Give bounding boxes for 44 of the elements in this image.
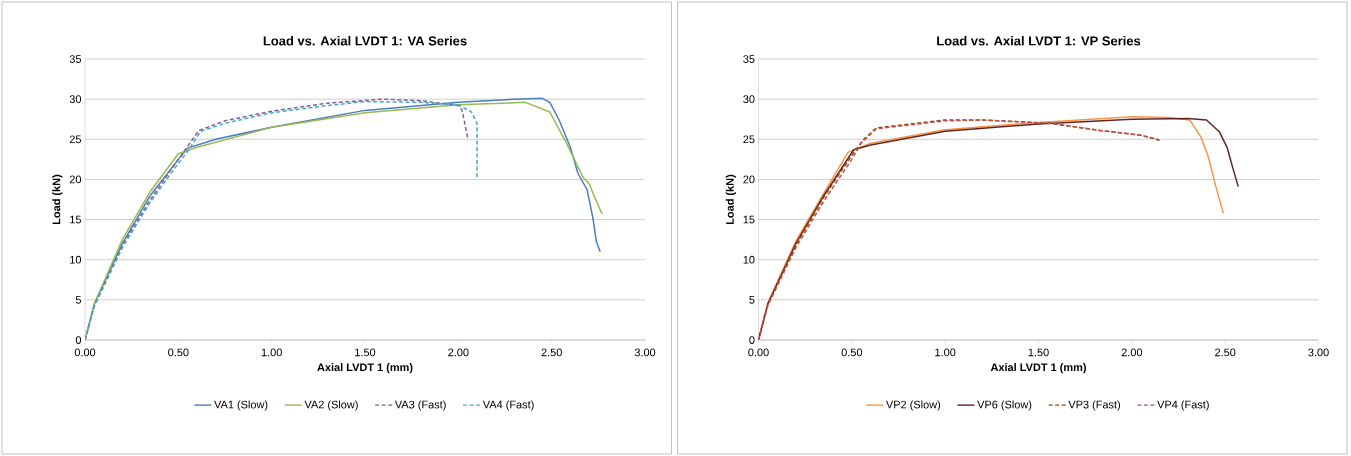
x-tick-label: 2.50 — [1215, 348, 1236, 357]
legend-label: VA2 (Slow) — [304, 400, 358, 411]
x-tick-label: 2.50 — [541, 348, 562, 357]
y-tick-label: 20 — [743, 175, 755, 184]
y-axis-title: Load (kN) — [725, 174, 736, 225]
legend-label: VP6 (Slow) — [977, 400, 1032, 411]
y-tick-label: 35 — [69, 55, 82, 63]
y-tick-label: 25 — [69, 135, 82, 144]
legend-label: VA4 (Fast) — [482, 400, 534, 411]
x-tick-label: 1.50 — [355, 348, 376, 357]
x-tick-label: 2.00 — [448, 348, 469, 357]
x-tick-label: 0.00 — [74, 348, 96, 357]
x-tick-label: 2.00 — [1121, 348, 1143, 357]
legend-label: VP2 (Slow) — [885, 400, 941, 411]
x-axis-title: Axial LVDT 1 (mm) — [990, 363, 1086, 374]
x-tick-label: 1.50 — [1028, 348, 1049, 357]
x-tick-label: 3.00 — [634, 348, 656, 357]
x-tick-label: 0.50 — [841, 348, 863, 357]
legend-label: VP4 (Fast) — [1157, 400, 1209, 411]
y-tick-label: 30 — [69, 95, 82, 104]
y-axis-title: Load (kN) — [52, 174, 63, 225]
x-tick-label: 3.00 — [1308, 348, 1329, 357]
y-tick-label: 15 — [70, 215, 82, 224]
y-tick-label: 20 — [69, 175, 82, 184]
legend-label: VP3 (Fast) — [1068, 400, 1121, 411]
y-tick-label: 35 — [743, 55, 755, 63]
y-tick-label: 0 — [749, 336, 755, 344]
x-axis-title: Axial LVDT 1 (mm) — [317, 363, 413, 374]
y-tick-label: 5 — [75, 296, 82, 304]
y-tick-label: 10 — [743, 255, 755, 264]
y-tick-label: 10 — [70, 255, 82, 264]
y-tick-label: 15 — [743, 215, 755, 224]
y-tick-label: 25 — [743, 135, 755, 144]
x-tick-label: 1.00 — [261, 348, 282, 357]
y-tick-label: 0 — [75, 336, 82, 344]
legend-label: VA3 (Fast) — [394, 400, 446, 411]
x-tick-label: 0.50 — [168, 348, 189, 357]
x-tick-label: 0.00 — [748, 348, 769, 357]
y-tick-label: 30 — [743, 95, 755, 104]
chart-title: Load vs. Axial LVDT 1: VA Series — [263, 35, 467, 46]
y-tick-label: 5 — [749, 296, 755, 304]
x-tick-label: 1.00 — [935, 348, 956, 357]
legend-label: VA1 (Slow) — [214, 400, 268, 411]
chart-title: Load vs. Axial LVDT 1: VP Series — [937, 35, 1141, 46]
